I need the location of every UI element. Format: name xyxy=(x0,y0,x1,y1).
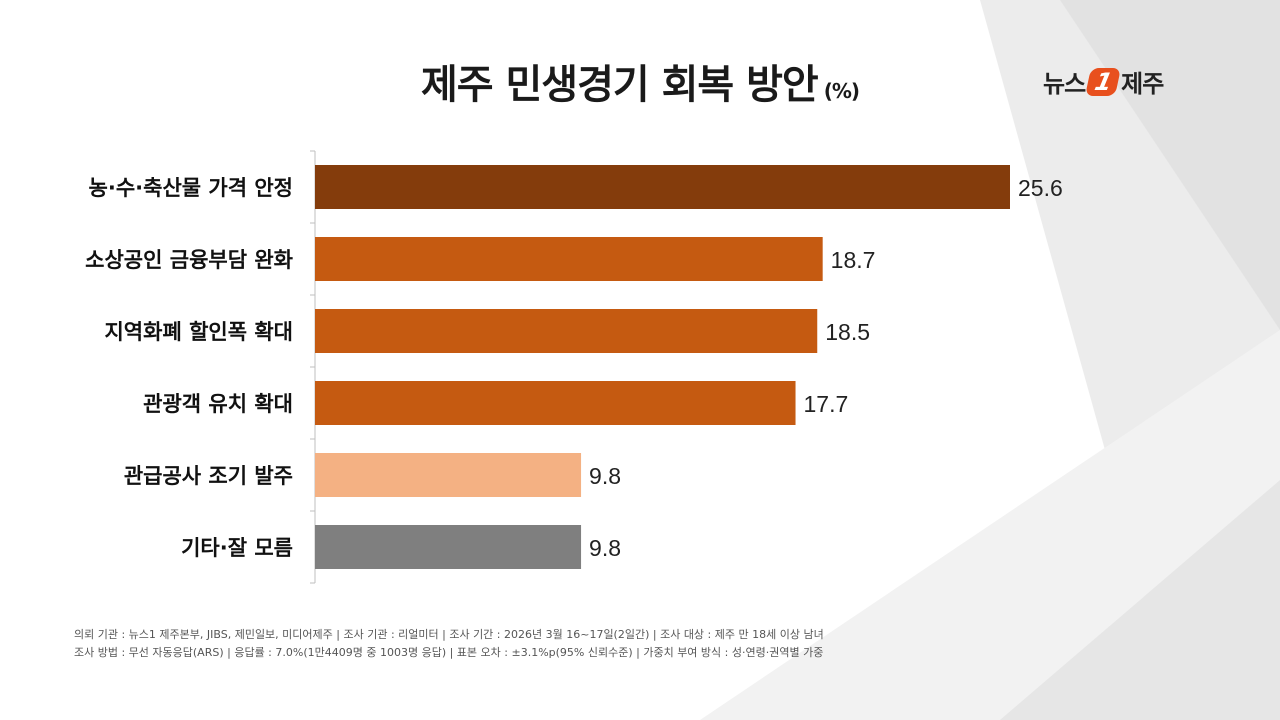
page-title: 제주 민생경기 회복 방안 (%) xyxy=(0,52,1280,110)
value-label: 18.7 xyxy=(831,247,876,273)
unit-label: (%) xyxy=(823,79,860,103)
value-label: 17.7 xyxy=(804,391,849,417)
value-label: 18.5 xyxy=(825,319,870,345)
bar xyxy=(315,309,818,353)
value-label: 9.8 xyxy=(589,535,621,561)
footnote-line-2: 조사 방법 : 무선 자동응답(ARS) | 응답률 : 7.0%(1만4409… xyxy=(74,646,824,659)
logo: 뉴스 1 제주 xyxy=(1043,64,1164,99)
category-label: 관급공사 조기 발주 xyxy=(124,464,293,488)
logo-text-left: 뉴스 xyxy=(1043,70,1086,98)
value-label: 9.8 xyxy=(589,463,621,489)
category-label: 농·수·축산물 가격 안정 xyxy=(89,176,293,200)
logo-text-right: 제주 xyxy=(1121,70,1164,98)
category-label: 소상공인 금융부담 완화 xyxy=(85,248,294,272)
bar xyxy=(315,237,823,281)
bar xyxy=(315,453,582,497)
value-label: 25.6 xyxy=(1018,175,1063,201)
bar xyxy=(315,165,1010,209)
footnote-line-1: 의뢰 기관 : 뉴스1 제주본부, JIBS, 제민일보, 미디어제주 | 조사… xyxy=(74,628,824,641)
title-text: 제주 민생경기 회복 방안 xyxy=(420,62,819,108)
category-label: 관광객 유치 확대 xyxy=(143,392,293,416)
category-label: 지역화폐 할인폭 확대 xyxy=(104,320,293,344)
bar xyxy=(315,525,582,569)
bar xyxy=(315,381,796,425)
survey-footnote: 의뢰 기관 : 뉴스1 제주본부, JIBS, 제민일보, 미디어제주 | 조사… xyxy=(74,626,824,662)
category-label: 기타·잘 모름 xyxy=(181,536,293,560)
